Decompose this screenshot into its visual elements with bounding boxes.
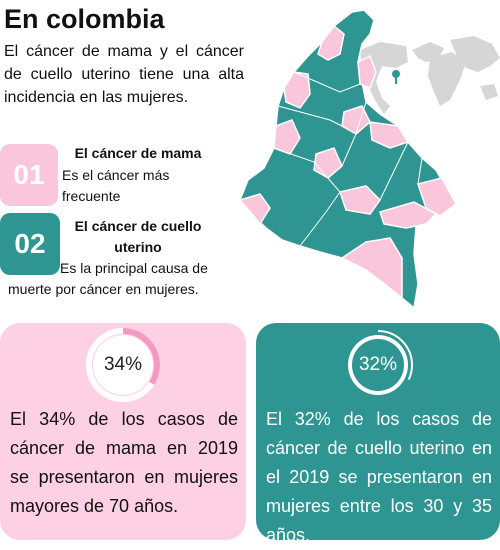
page-title: En colombia <box>4 4 165 34</box>
stat-card-cervical-cancer: 32% El 32% de los casos de cáncer de cue… <box>256 323 500 545</box>
item-title-breast-cancer: El cáncer de mama <box>74 145 202 161</box>
item-title-cervical-cancer: El cáncer de cuello uterino <box>74 218 202 255</box>
number-badge-01: 01 <box>0 144 58 206</box>
intro-text: El cáncer de mama y el cáncer de cuello … <box>4 43 244 106</box>
colombia-map-icon <box>238 9 500 310</box>
item-text-cervical-cancer: Es la principal causa de muerte por cánc… <box>8 260 208 297</box>
world-map-icon <box>360 36 500 114</box>
number-badge-02: 02 <box>0 213 60 275</box>
gauge-center <box>93 335 153 395</box>
stat-card-breast-cancer: 34% El 34% de los casos de cáncer de mam… <box>0 323 246 540</box>
percent-gauge: 32% <box>340 327 416 403</box>
item-text-breast-cancer: Es el cáncer más frecuente <box>62 167 170 204</box>
gauge-fill <box>86 328 160 402</box>
percent-gauge: 34% <box>85 327 161 403</box>
gauge-center <box>352 339 404 391</box>
stat-card-text: El 34% de los casos de cáncer de mama en… <box>10 409 238 516</box>
percent-label: 32% <box>358 354 398 375</box>
percent-label: 34% <box>103 354 143 375</box>
gauge-fill <box>343 330 413 400</box>
stat-card-text: El 32% de los casos de cáncer de cuello … <box>266 409 492 545</box>
location-pin-icon <box>392 70 400 84</box>
